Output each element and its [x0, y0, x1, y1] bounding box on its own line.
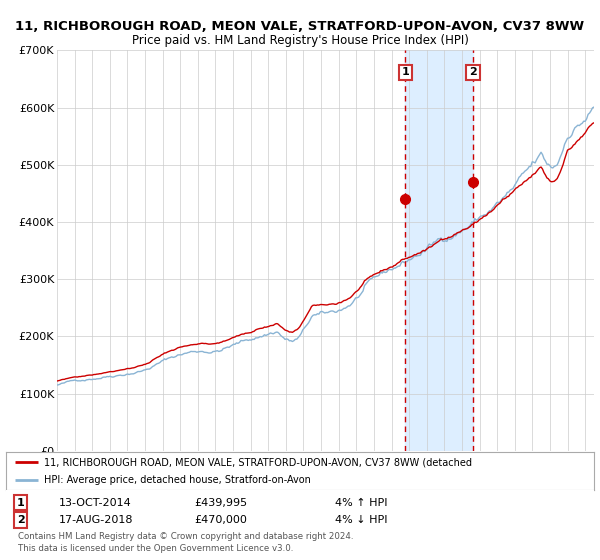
- Text: HPI: Average price, detached house, Stratford-on-Avon: HPI: Average price, detached house, Stra…: [44, 475, 311, 486]
- Text: 4% ↑ HPI: 4% ↑ HPI: [335, 498, 388, 507]
- Text: 11, RICHBOROUGH ROAD, MEON VALE, STRATFORD-UPON-AVON, CV37 8WW (detached: 11, RICHBOROUGH ROAD, MEON VALE, STRATFO…: [44, 457, 472, 467]
- Text: 17-AUG-2018: 17-AUG-2018: [59, 515, 133, 525]
- Text: Contains HM Land Registry data © Crown copyright and database right 2024.
This d: Contains HM Land Registry data © Crown c…: [18, 532, 353, 553]
- Text: Price paid vs. HM Land Registry's House Price Index (HPI): Price paid vs. HM Land Registry's House …: [131, 34, 469, 46]
- Text: 4% ↓ HPI: 4% ↓ HPI: [335, 515, 388, 525]
- Text: £470,000: £470,000: [194, 515, 247, 525]
- Text: 2: 2: [17, 515, 25, 525]
- Text: 13-OCT-2014: 13-OCT-2014: [59, 498, 131, 507]
- Text: 1: 1: [17, 498, 25, 507]
- Bar: [406, 50, 473, 451]
- Text: 2: 2: [469, 67, 477, 77]
- Text: 1: 1: [401, 67, 409, 77]
- Text: £439,995: £439,995: [194, 498, 247, 507]
- Text: 11, RICHBOROUGH ROAD, MEON VALE, STRATFORD-UPON-AVON, CV37 8WW: 11, RICHBOROUGH ROAD, MEON VALE, STRATFO…: [16, 20, 584, 32]
